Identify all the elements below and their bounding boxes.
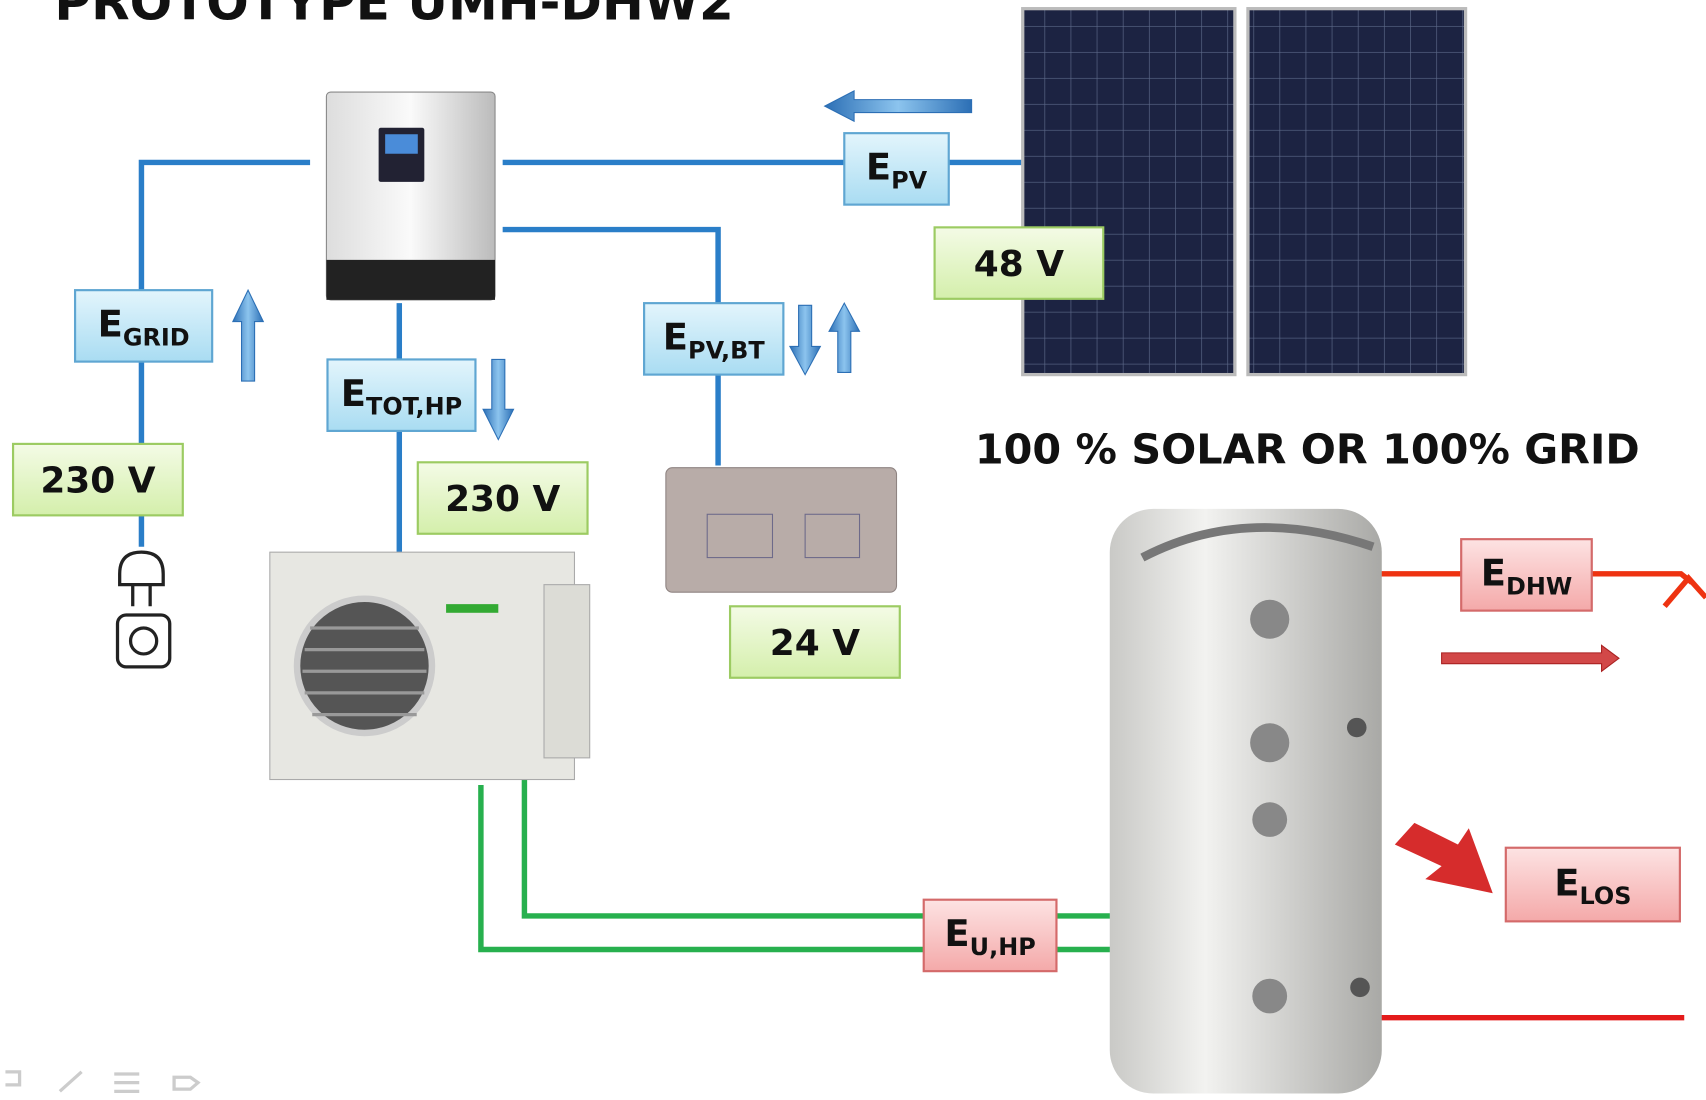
- energy-subscript: LOS: [1580, 882, 1632, 910]
- energy-symbol: E: [866, 146, 891, 189]
- energy-label: ETOT,HP: [341, 372, 462, 421]
- label-box: [73, 289, 214, 363]
- label-box: [416, 461, 589, 535]
- energy-subscript: DHW: [1506, 572, 1572, 600]
- battery: [665, 467, 898, 593]
- label-box: [326, 358, 477, 432]
- label-box: [11, 442, 184, 517]
- label-box: [843, 132, 950, 206]
- energy-subscript: PV: [891, 166, 928, 194]
- voltage-label: 230 V: [445, 479, 560, 520]
- label-box: [933, 226, 1105, 300]
- inverter: [325, 91, 496, 301]
- energy-label: EU,HP: [944, 912, 1035, 961]
- label-box: [1460, 538, 1593, 612]
- energy-label: EPV,BT: [663, 316, 766, 365]
- toolbar: [5, 1070, 201, 1093]
- plug-socket: [115, 550, 172, 669]
- energy-label: EDHW: [1481, 552, 1573, 601]
- solar-panels: [1021, 7, 1468, 377]
- label-box: [643, 302, 785, 376]
- title: PROTOTYPE UMH-DHW2: [54, 0, 733, 31]
- energy-subscript: TOT,HP: [366, 393, 462, 421]
- energy-label: EGRID: [98, 303, 190, 352]
- energy-symbol: E: [341, 372, 366, 415]
- label-box: [922, 898, 1058, 973]
- voltage-label: 48 V: [974, 244, 1064, 285]
- voltage-label: 230 V: [40, 461, 155, 502]
- heat-pump: [269, 551, 591, 781]
- energy-symbol: E: [944, 912, 969, 955]
- subtitle: 100 % SOLAR OR 100% GRID: [975, 425, 1640, 473]
- energy-label: EPV: [866, 146, 928, 195]
- energy-symbol: E: [663, 316, 688, 359]
- voltage-label: 24 V: [770, 623, 860, 664]
- energy-subscript: GRID: [123, 323, 190, 351]
- tank: [1109, 508, 1382, 1094]
- energy-symbol: E: [1554, 861, 1579, 904]
- arrows: [231, 90, 1620, 894]
- label-box: [1504, 846, 1681, 923]
- energy-symbol: E: [1481, 552, 1506, 595]
- energy-symbol: E: [98, 303, 123, 346]
- label-box: [728, 605, 901, 679]
- energy-label: ELOS: [1554, 861, 1631, 910]
- energy-subscript: U,HP: [970, 933, 1036, 961]
- energy-subscript: PV,BT: [688, 336, 765, 364]
